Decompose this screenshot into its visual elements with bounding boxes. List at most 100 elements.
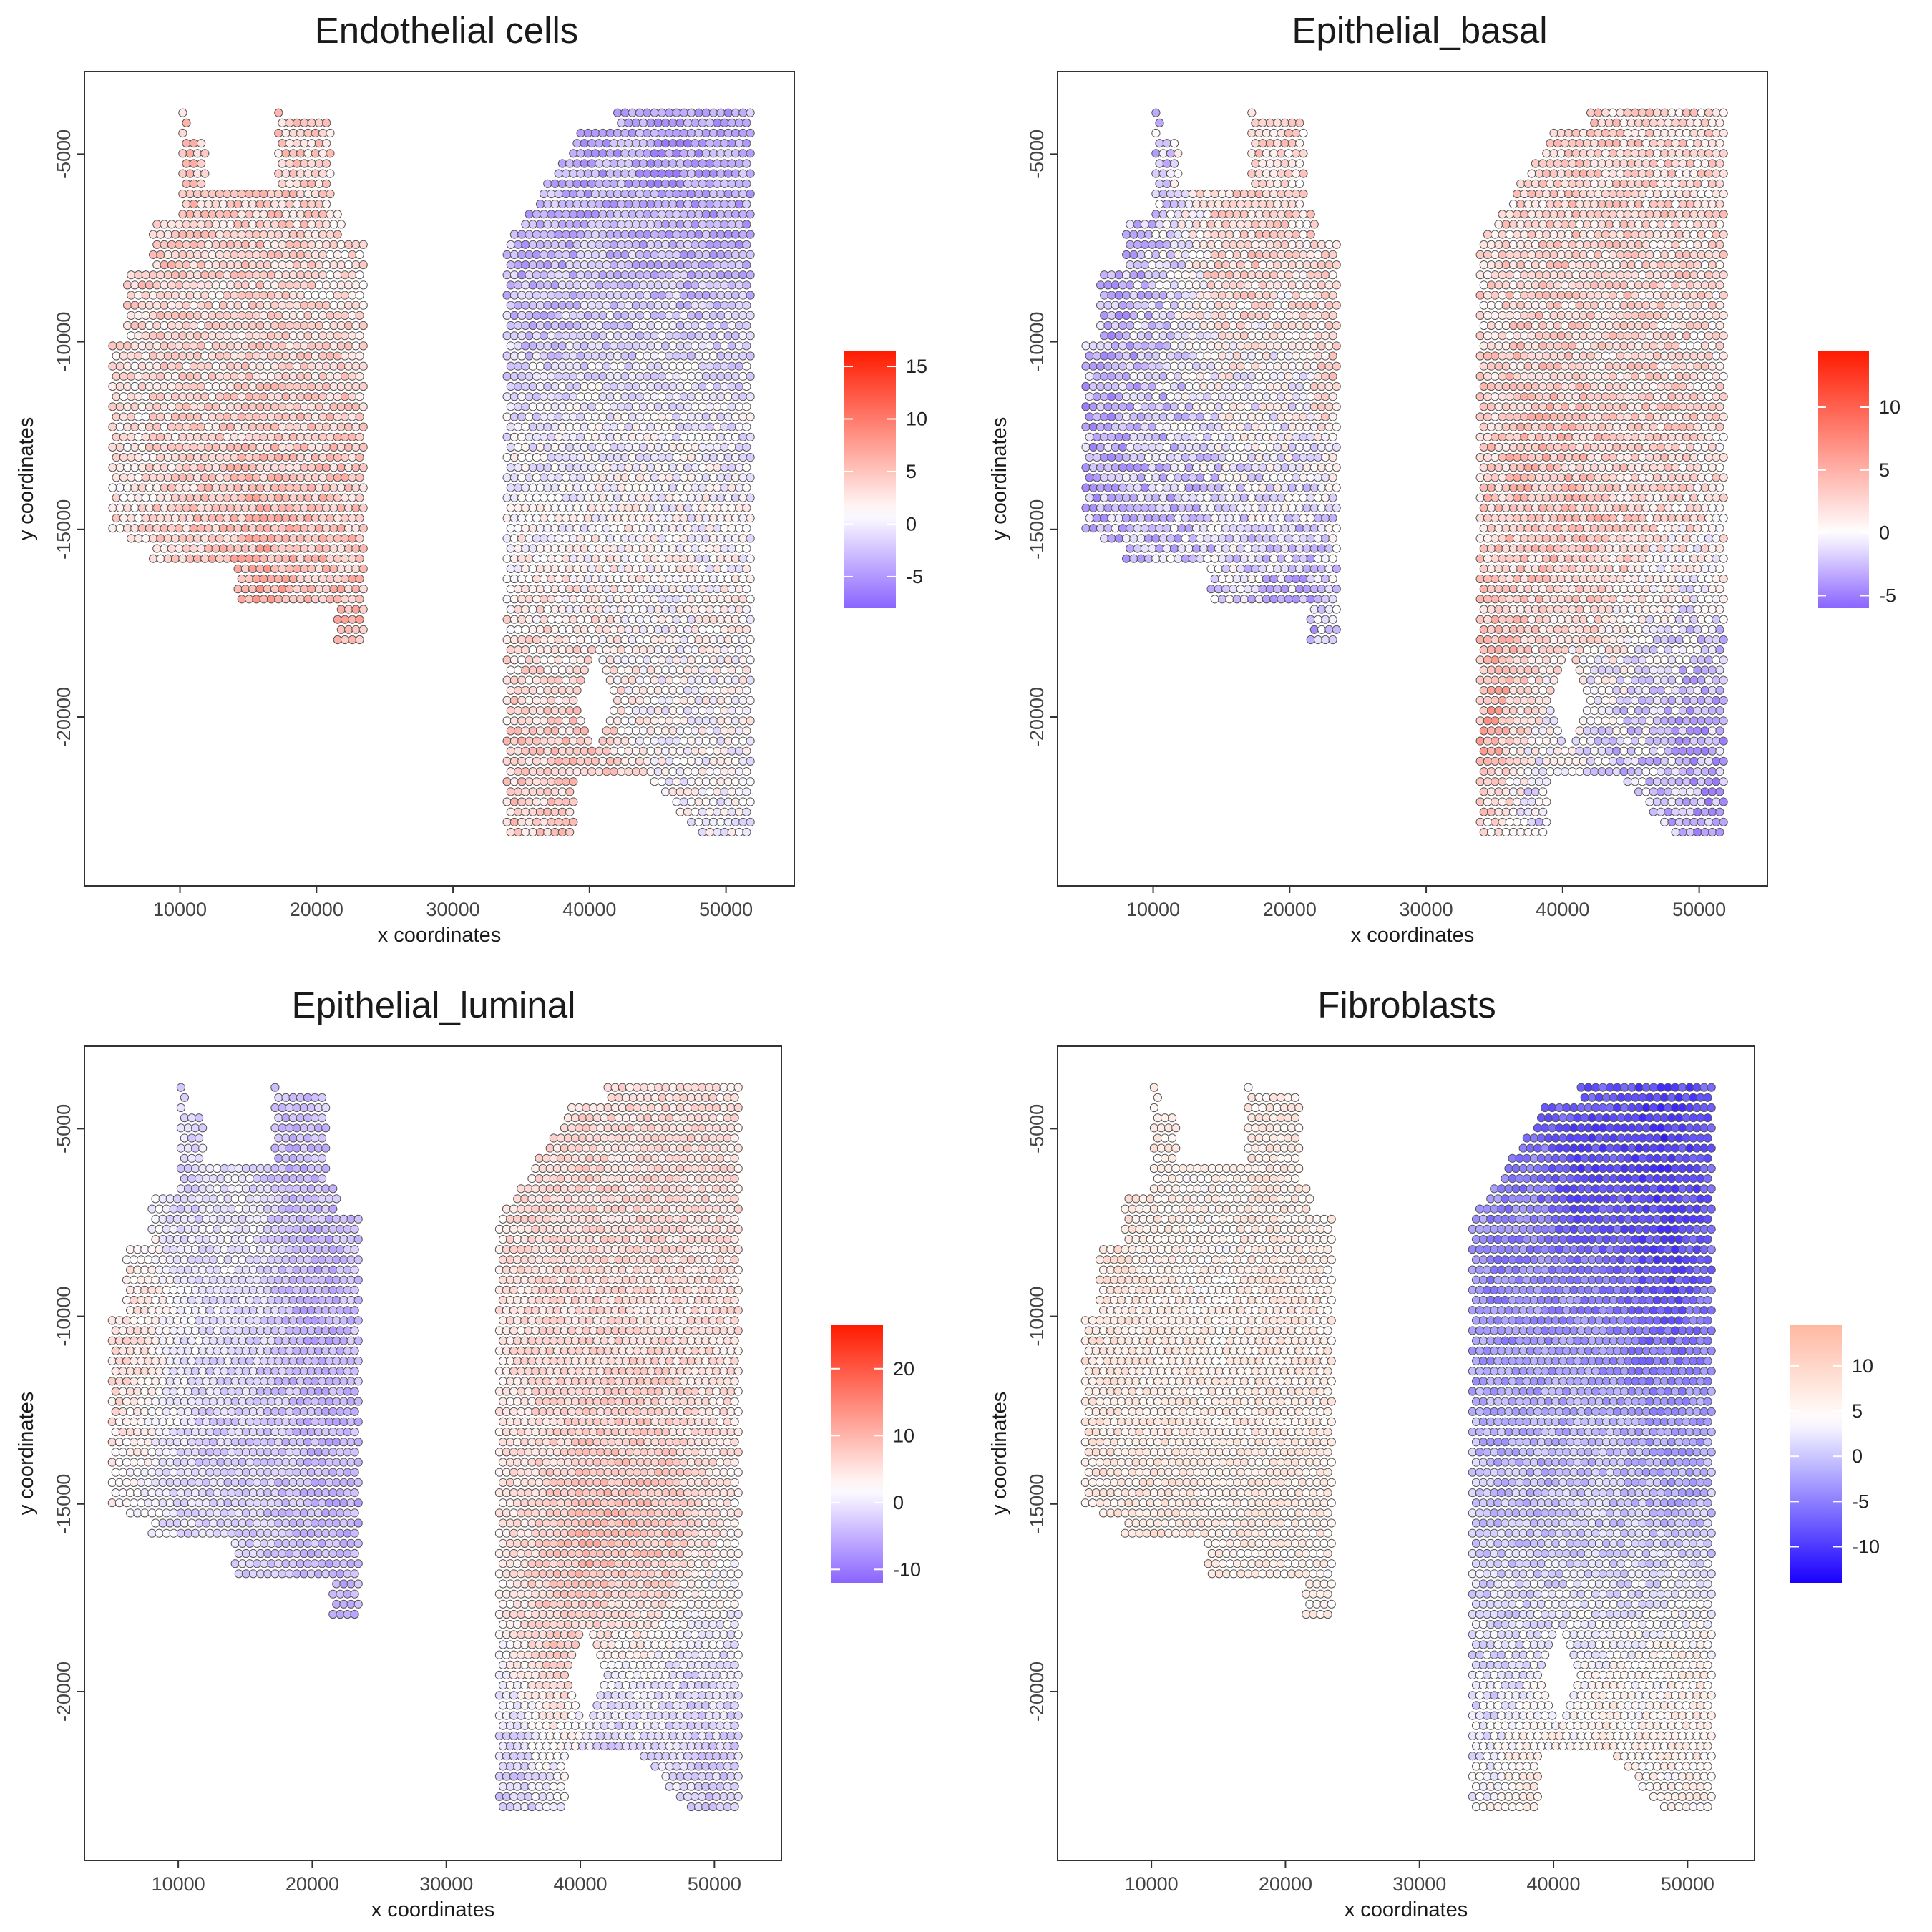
spot-point bbox=[698, 463, 707, 472]
spot-point bbox=[547, 331, 556, 341]
spot-point bbox=[1158, 169, 1168, 178]
spot-point bbox=[1638, 189, 1647, 199]
spot-point bbox=[657, 169, 667, 178]
spot-point bbox=[1531, 301, 1541, 310]
spot-point bbox=[709, 412, 718, 421]
spot-point bbox=[514, 280, 523, 290]
spot-point bbox=[1158, 270, 1168, 280]
spot-point bbox=[1247, 189, 1257, 199]
spot-point bbox=[1527, 250, 1536, 259]
spot-point bbox=[735, 726, 744, 736]
spot-point bbox=[720, 463, 729, 472]
spot-point bbox=[292, 220, 302, 229]
spot-point bbox=[336, 524, 346, 533]
spot-point bbox=[274, 392, 283, 401]
spot-point bbox=[602, 179, 611, 188]
spot-point bbox=[720, 503, 729, 513]
spot-point bbox=[691, 787, 700, 796]
spot-point bbox=[506, 746, 515, 756]
spot-point bbox=[218, 301, 228, 310]
spot-point bbox=[1604, 260, 1614, 270]
spot-point bbox=[572, 179, 582, 188]
spot-point bbox=[605, 514, 615, 523]
spot-point bbox=[565, 179, 575, 188]
spot-point bbox=[554, 412, 563, 421]
spot-point bbox=[1508, 341, 1518, 351]
spot-point bbox=[713, 524, 722, 533]
spot-point bbox=[160, 260, 169, 270]
spot-point bbox=[502, 595, 512, 604]
spot-point bbox=[1719, 331, 1728, 341]
spot-point bbox=[521, 402, 530, 411]
spot-point bbox=[285, 544, 294, 553]
spot-point bbox=[1166, 250, 1176, 259]
spot-point bbox=[307, 200, 316, 209]
spot-point bbox=[278, 463, 287, 472]
spot-point bbox=[233, 402, 243, 411]
spot-point bbox=[672, 371, 681, 381]
spot-point bbox=[521, 807, 530, 816]
spot-point bbox=[333, 351, 342, 361]
spot-point bbox=[178, 371, 187, 381]
spot-point bbox=[1649, 139, 1658, 148]
spot-point bbox=[1678, 321, 1688, 331]
spot-point bbox=[1251, 341, 1260, 351]
spot-point bbox=[514, 240, 523, 249]
spot-point bbox=[108, 381, 117, 391]
spot-point bbox=[509, 432, 519, 441]
spot-point bbox=[617, 564, 626, 574]
spot-point bbox=[160, 422, 169, 431]
spot-point bbox=[543, 179, 552, 188]
spot-point bbox=[661, 483, 670, 492]
spot-point bbox=[141, 291, 150, 300]
spot-point bbox=[1306, 331, 1315, 341]
spot-point bbox=[528, 564, 537, 574]
spot-point bbox=[635, 736, 645, 746]
spot-point bbox=[1166, 291, 1176, 300]
spot-point bbox=[326, 149, 335, 158]
spot-point bbox=[572, 524, 582, 533]
spot-point bbox=[1254, 210, 1264, 219]
spot-point bbox=[1601, 351, 1610, 361]
spot-point bbox=[300, 361, 309, 371]
spot-point bbox=[1262, 291, 1271, 300]
spot-point bbox=[233, 280, 243, 290]
spot-point bbox=[1203, 230, 1212, 239]
spot-point bbox=[137, 524, 147, 533]
spot-point bbox=[502, 635, 512, 645]
spot-point bbox=[1623, 189, 1632, 199]
spot-point bbox=[683, 463, 693, 472]
spot-point bbox=[705, 361, 715, 371]
spot-point bbox=[1103, 341, 1113, 351]
spot-point bbox=[620, 128, 630, 138]
spot-point bbox=[1280, 361, 1289, 371]
spot-point bbox=[691, 442, 700, 452]
spot-point bbox=[1218, 189, 1227, 199]
spot-point bbox=[175, 503, 184, 513]
spot-point bbox=[525, 514, 534, 523]
spot-point bbox=[252, 331, 261, 341]
spot-point bbox=[1277, 210, 1286, 219]
spot-point bbox=[701, 291, 711, 300]
spot-point bbox=[547, 635, 556, 645]
spot-point bbox=[1498, 311, 1507, 320]
spot-point bbox=[746, 756, 755, 766]
spot-point bbox=[723, 595, 733, 604]
spot-point bbox=[1096, 301, 1106, 310]
spot-point bbox=[650, 392, 659, 401]
spot-point bbox=[1674, 128, 1684, 138]
spot-point bbox=[731, 392, 741, 401]
spot-point bbox=[509, 595, 519, 604]
colorbar bbox=[844, 351, 896, 608]
spot-point bbox=[175, 442, 184, 452]
spot-point bbox=[679, 108, 689, 117]
spot-point bbox=[1214, 361, 1223, 371]
spot-point bbox=[1645, 149, 1654, 158]
spot-point bbox=[735, 503, 744, 513]
spot-point bbox=[554, 169, 563, 178]
spot-point bbox=[1623, 108, 1632, 117]
spot-point bbox=[643, 453, 652, 462]
spot-point bbox=[738, 311, 748, 320]
spot-point bbox=[1549, 270, 1558, 280]
